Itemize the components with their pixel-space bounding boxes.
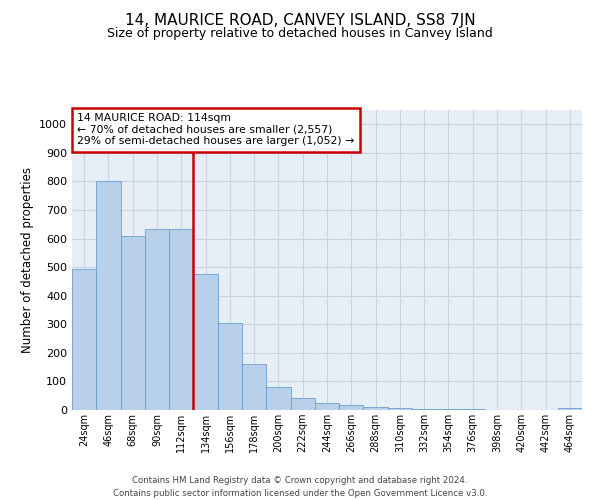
Text: Contains HM Land Registry data © Crown copyright and database right 2024.
Contai: Contains HM Land Registry data © Crown c… xyxy=(113,476,487,498)
Bar xyxy=(266,387,290,410)
Bar xyxy=(558,408,582,410)
Bar xyxy=(121,236,145,410)
Bar xyxy=(364,407,388,410)
Text: 14, MAURICE ROAD, CANVEY ISLAND, SS8 7JN: 14, MAURICE ROAD, CANVEY ISLAND, SS8 7JN xyxy=(125,12,475,28)
Bar xyxy=(339,405,364,410)
Text: 14 MAURICE ROAD: 114sqm
← 70% of detached houses are smaller (2,557)
29% of semi: 14 MAURICE ROAD: 114sqm ← 70% of detache… xyxy=(77,113,355,146)
Bar xyxy=(315,403,339,410)
Bar xyxy=(145,228,169,410)
Bar xyxy=(290,398,315,410)
Bar xyxy=(436,409,461,410)
Text: Size of property relative to detached houses in Canvey Island: Size of property relative to detached ho… xyxy=(107,28,493,40)
Y-axis label: Number of detached properties: Number of detached properties xyxy=(20,167,34,353)
Bar xyxy=(242,364,266,410)
Bar xyxy=(169,228,193,410)
Bar xyxy=(412,409,436,410)
Bar xyxy=(218,323,242,410)
Bar xyxy=(388,408,412,410)
Bar xyxy=(193,274,218,410)
Bar xyxy=(96,182,121,410)
Bar xyxy=(72,268,96,410)
